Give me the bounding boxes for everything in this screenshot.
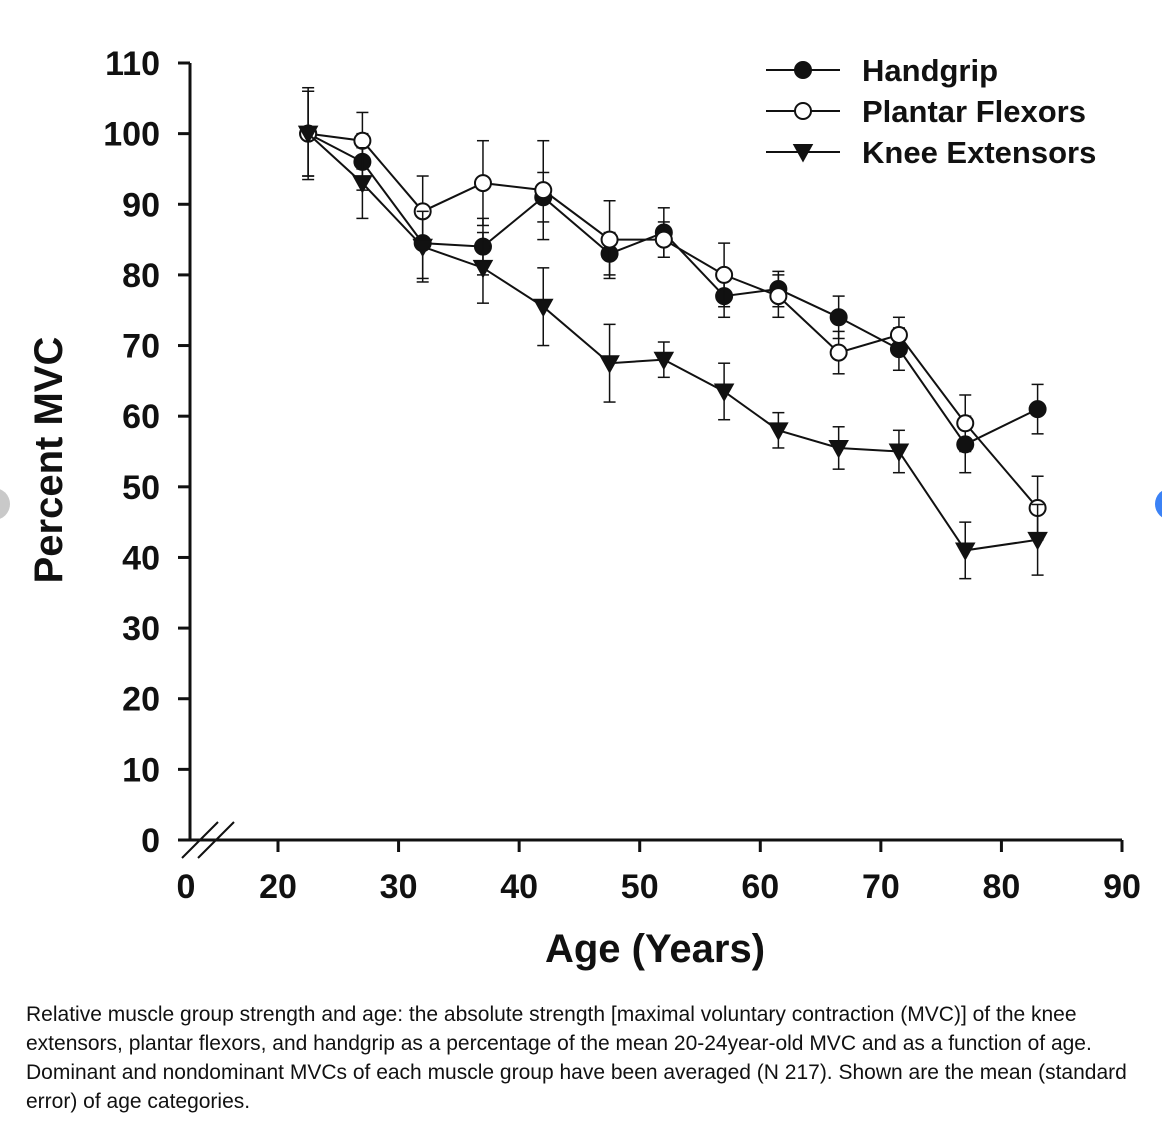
data-point: [768, 422, 789, 441]
y-tick-label: 30: [122, 610, 160, 648]
legend-marker: [792, 144, 814, 163]
x-tick-label: 0: [177, 868, 196, 906]
series-knee-extensors: [297, 86, 1048, 580]
data-point: [412, 238, 433, 258]
y-tick-label: 80: [122, 257, 160, 295]
legend: Handgrip Plantar Flexors Knee Extensors: [766, 53, 1096, 170]
series-line: [307, 132, 1038, 552]
legend-marker: [794, 61, 812, 79]
y-tick-label: 100: [103, 116, 160, 154]
left-edge-handle: [0, 488, 10, 520]
data-point: [954, 542, 976, 561]
x-tick-label: 40: [500, 868, 538, 906]
data-point: [654, 230, 673, 249]
y-tick-label: 0: [141, 822, 160, 860]
data-point: [1027, 531, 1048, 551]
data-point: [829, 343, 848, 362]
axis-break-mark: [197, 821, 235, 859]
axis-break-mark: [181, 821, 219, 859]
data-point: [715, 265, 734, 284]
series-line: [308, 132, 1039, 509]
data-point: [532, 298, 554, 318]
data-point: [769, 287, 788, 306]
y-tick-label: 40: [122, 539, 160, 577]
x-tick-label: 70: [862, 868, 900, 906]
right-edge-handle: [1155, 488, 1162, 520]
y-axis-title: Percent MVC: [27, 337, 71, 584]
data-point: [599, 355, 620, 374]
y-tick-label: 50: [122, 469, 160, 507]
y-tick-label: 90: [122, 186, 160, 224]
tick-labels: 0 10 20 30 40 50 60 70 80 90 100 110 0 20 30 40 50 60 70 80…: [103, 45, 1141, 906]
data-point: [888, 443, 910, 463]
data-point: [1028, 400, 1047, 419]
x-tick-label: 60: [741, 868, 779, 906]
data-point: [534, 181, 553, 200]
legend-marker: [794, 102, 812, 120]
x-axis-title: Age (Years): [545, 927, 765, 971]
x-tick-label: 20: [259, 868, 297, 906]
data-point: [473, 174, 492, 193]
x-tick-label: 80: [983, 868, 1021, 906]
x-tick-label: 30: [380, 868, 418, 906]
data-point: [829, 308, 848, 327]
y-tick-label: 110: [105, 45, 160, 83]
legend-label: Handgrip: [862, 53, 998, 88]
data-point: [352, 175, 373, 194]
data-point: [353, 131, 372, 150]
legend-label: Plantar Flexors: [862, 94, 1086, 129]
axes: [178, 61, 1124, 859]
y-tick-label: 60: [122, 398, 160, 436]
data-point: [600, 230, 619, 249]
data-point: [889, 325, 908, 344]
series-line: [307, 132, 1039, 446]
plot-area: [297, 86, 1048, 580]
x-tick-label: 50: [621, 868, 659, 906]
data-point: [472, 259, 494, 279]
legend-label: Knee Extensors: [862, 135, 1096, 170]
figure-caption: Relative muscle group strength and age: …: [26, 1003, 1127, 1113]
data-point: [956, 414, 975, 433]
data-point: [653, 351, 675, 371]
y-tick-label: 10: [122, 751, 160, 789]
data-point: [713, 383, 735, 403]
y-tick-label: 70: [122, 328, 160, 366]
data-point: [828, 440, 849, 459]
chart: 0 10 20 30 40 50 60 70 80 90 100 110 0 20 30 40 50 60 70 80…: [27, 45, 1141, 971]
data-point: [297, 125, 319, 145]
y-tick-label: 20: [122, 681, 160, 719]
x-tick-label: 90: [1103, 868, 1141, 906]
